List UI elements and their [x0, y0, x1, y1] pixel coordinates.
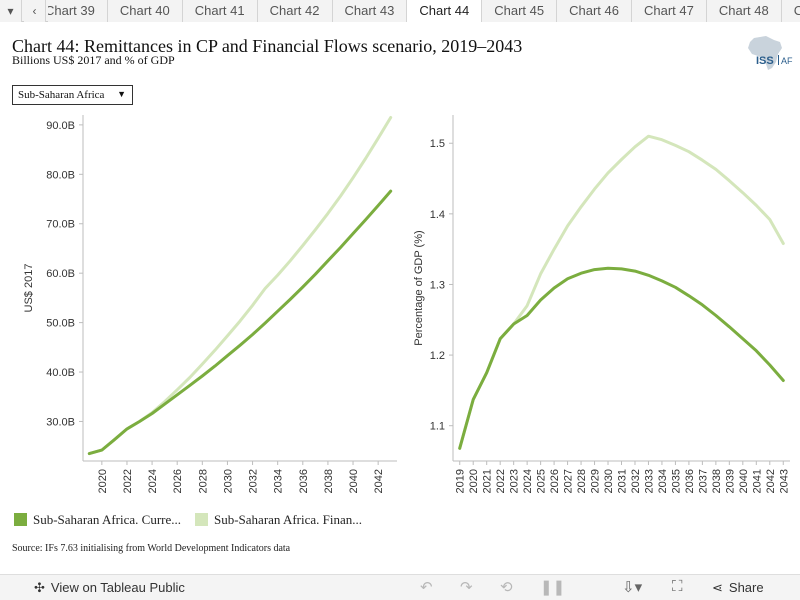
iss-africa-logo: ISS AF — [748, 36, 793, 70]
x-tick-label: 2037 — [697, 469, 709, 493]
tab-chart-43[interactable]: Chart 43 — [332, 0, 408, 22]
x-tick-label: 2032 — [248, 469, 260, 493]
y-tick-label: 1.2 — [430, 350, 445, 362]
x-tick-label: 2038 — [711, 469, 723, 493]
x-tick-label: 2026 — [172, 469, 184, 493]
x-tick-label: 2027 — [563, 469, 575, 493]
y-tick-label: 40.0B — [46, 367, 75, 379]
y-tick-label: 60.0B — [46, 268, 75, 280]
y-tick-label: 1.4 — [430, 209, 445, 221]
x-tick-label: 2035 — [670, 469, 682, 493]
share-label: Share — [728, 580, 764, 595]
y-tick-label: 1.5 — [430, 138, 445, 150]
tab-chart-46[interactable]: Chart 46 — [557, 0, 632, 22]
pause-icon[interactable]: ❚❚ — [540, 579, 566, 596]
tab-chart-39[interactable]: Chart 39 — [48, 0, 108, 22]
tab-chart-42[interactable]: Chart 42 — [257, 0, 333, 22]
x-tick-label: 2020 — [97, 469, 109, 493]
tab-chart-40[interactable]: Chart 40 — [107, 0, 183, 22]
y-tick-label: 80.0B — [46, 169, 75, 181]
x-tick-label: 2028 — [197, 469, 209, 493]
x-tick-label: 2036 — [298, 469, 310, 493]
share-button[interactable]: ⋖ Share — [712, 580, 764, 596]
region-dropdown[interactable]: Sub-Saharan Africa ▼ — [12, 85, 133, 105]
legend-item-financial-flows[interactable]: Sub-Saharan Africa. Finan... — [195, 512, 362, 528]
x-tick-label: 2042 — [373, 469, 385, 493]
revert-icon[interactable]: ⟲ — [500, 579, 513, 596]
series-line-current-path[interactable] — [87, 189, 393, 456]
x-tick-label: 2024 — [522, 469, 534, 493]
tableau-toolbar: ✣ View on Tableau Public ↶ ↷ ⟲ ❚❚ ⇩▾ ⛶ ⋖ S… — [0, 574, 800, 600]
series-line-financial-flows[interactable] — [458, 134, 785, 450]
tab-prev-icon[interactable]: ‹ — [24, 0, 46, 22]
x-tick-label: 2040 — [738, 469, 750, 493]
y-tick-label: 30.0B — [46, 416, 75, 428]
x-tick-label: 2026 — [549, 469, 561, 493]
x-tick-label: 2025 — [536, 469, 548, 493]
x-tick-label: 2032 — [630, 469, 642, 493]
tab-chart-44[interactable]: Chart 44 — [407, 0, 483, 22]
tableau-icon: ✣ — [34, 580, 45, 595]
x-tick-label: 2030 — [222, 469, 234, 493]
x-tick-label: 2028 — [576, 469, 588, 493]
view-on-tableau-label: View on Tableau Public — [50, 580, 185, 595]
x-tick-label: 2023 — [509, 469, 521, 493]
tab-chart-47[interactable]: Chart 47 — [632, 0, 707, 22]
legend-swatch-current-path — [14, 513, 27, 526]
y-tick-label: 90.0B — [46, 120, 75, 132]
y-tick-label: 70.0B — [46, 219, 75, 231]
tab-list: Chart 39 Chart 40 Chart 41 Chart 42 Chart 43… — [48, 0, 800, 22]
tab-menu-icon[interactable]: ▾ — [0, 0, 22, 22]
x-tick-label: 2021 — [482, 469, 494, 493]
x-tick-label: 2040 — [348, 469, 360, 493]
page-subtitle: Billions US$ 2017 and % of GDP — [12, 53, 175, 67]
tab-chart-49[interactable]: Chart 49 — [781, 0, 800, 22]
legend-label-financial-flows: Sub-Saharan Africa. Finan... — [214, 512, 363, 527]
page-title: Chart 44: Remittances in CP and Financia… — [12, 36, 523, 56]
x-tick-label: 2034 — [273, 469, 285, 493]
undo-icon[interactable]: ↶ — [420, 579, 433, 596]
tab-chart-41[interactable]: Chart 41 — [182, 0, 258, 22]
y-tick-label: 50.0B — [46, 318, 75, 330]
tab-bar: ▾ ‹ Chart 39 Chart 40 Chart 41 Chart 42 Char… — [0, 0, 800, 22]
x-tick-label: 2022 — [495, 469, 507, 493]
x-tick-label: 2019 — [455, 469, 467, 493]
series-line-current-path[interactable] — [458, 266, 785, 450]
fullscreen-icon[interactable]: ⛶ — [672, 578, 683, 595]
x-tick-label: 2030 — [603, 469, 615, 493]
share-icon: ⋖ — [712, 580, 723, 595]
region-dropdown-value: Sub-Saharan Africa — [18, 89, 105, 101]
x-tick-label: 2034 — [657, 469, 669, 493]
x-tick-label: 2033 — [643, 469, 655, 493]
redo-icon[interactable]: ↷ — [460, 579, 473, 596]
tab-chart-48[interactable]: Chart 48 — [706, 0, 782, 22]
source-note: Source: IFs 7.63 initialising from World… — [12, 543, 291, 554]
legend-label-current-path: Sub-Saharan Africa. Curre... — [33, 512, 182, 527]
y-tick-label: 1.3 — [430, 279, 445, 291]
y-axis-label: US$ 2017 — [23, 264, 35, 313]
legend-item-current-path[interactable]: Sub-Saharan Africa. Curre... — [14, 512, 181, 528]
view-on-tableau-link[interactable]: ✣ View on Tableau Public — [34, 580, 185, 596]
x-tick-label: 2024 — [147, 469, 159, 493]
x-tick-label: 2042 — [765, 469, 777, 493]
tab-chart-45[interactable]: Chart 45 — [482, 0, 558, 22]
x-tick-label: 2036 — [684, 469, 696, 493]
y-tick-label: 1.1 — [430, 421, 445, 433]
x-tick-label: 2020 — [468, 469, 480, 493]
y-axis-label: Percentage of GDP (%) — [413, 230, 425, 345]
x-tick-label: 2022 — [122, 469, 134, 493]
download-icon[interactable]: ⇩▾ — [622, 579, 643, 596]
x-tick-label: 2041 — [751, 469, 763, 493]
legend-swatch-financial-flows — [195, 513, 208, 526]
x-tick-label: 2039 — [724, 469, 736, 493]
svg-text:ISS: ISS — [756, 55, 774, 67]
x-tick-label: 2038 — [323, 469, 335, 493]
svg-text:AF: AF — [781, 56, 793, 66]
chevron-down-icon: ▼ — [117, 89, 126, 99]
x-tick-label: 2043 — [778, 469, 790, 493]
x-tick-label: 2031 — [617, 469, 629, 493]
x-tick-label: 2029 — [590, 469, 602, 493]
